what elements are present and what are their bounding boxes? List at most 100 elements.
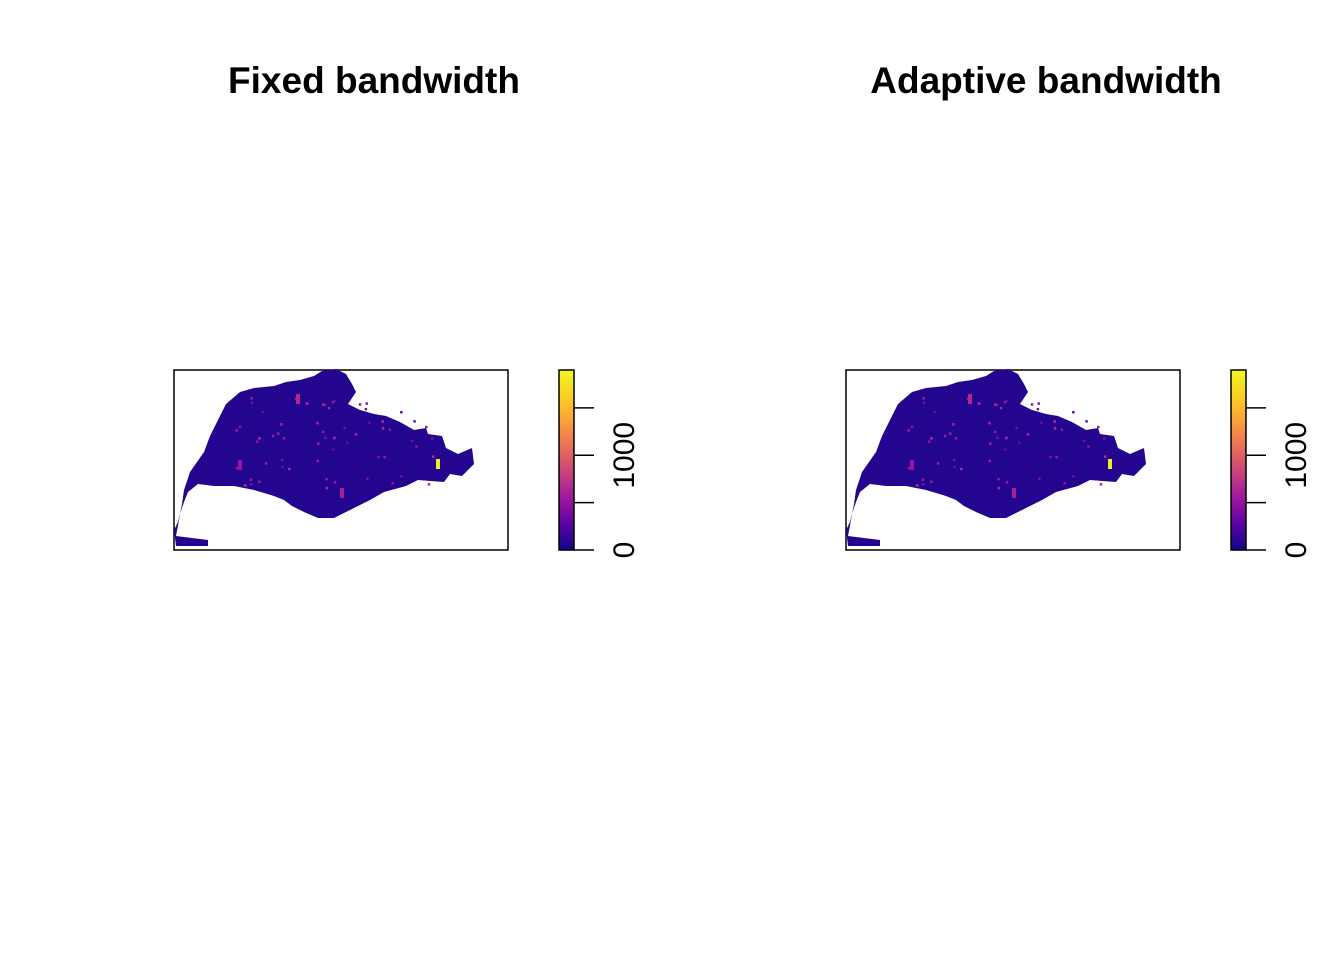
panel-title: Fixed bandwidth bbox=[228, 60, 520, 101]
colorbar-segment bbox=[559, 424, 574, 428]
density-cell bbox=[1097, 425, 1100, 429]
colorbar-segment bbox=[559, 385, 574, 389]
colorbar-segment bbox=[559, 523, 574, 527]
colorbar-segment bbox=[559, 508, 574, 512]
colorbar-segment bbox=[1231, 487, 1246, 491]
density-cell bbox=[346, 441, 349, 444]
colorbar-segment bbox=[559, 403, 574, 407]
density-cell bbox=[425, 425, 428, 429]
density-cell bbox=[255, 440, 259, 443]
colorbar-segment bbox=[559, 394, 574, 398]
colorbar-segment bbox=[1231, 418, 1246, 422]
density-cell bbox=[933, 410, 936, 414]
colorbar-segment bbox=[559, 469, 574, 473]
colorbar-segment bbox=[1231, 532, 1246, 536]
density-cell bbox=[989, 442, 992, 445]
colorbar-segment bbox=[559, 547, 574, 551]
density-cell bbox=[368, 421, 371, 425]
density-cell bbox=[281, 458, 284, 462]
colorbar-segment bbox=[1231, 469, 1246, 473]
colorbar-segment bbox=[1231, 460, 1246, 464]
colorbar-segment bbox=[559, 538, 574, 542]
colorbar-segment bbox=[1231, 376, 1246, 380]
density-cell bbox=[264, 462, 268, 465]
density-cell bbox=[949, 432, 952, 435]
density-cell bbox=[364, 407, 368, 411]
colorbar-segment bbox=[1231, 448, 1246, 452]
hotspot-cell bbox=[296, 394, 300, 404]
density-cell bbox=[235, 466, 239, 470]
raster-map bbox=[845, 369, 1181, 551]
colorbar-segment bbox=[559, 484, 574, 488]
colorbar-segment bbox=[1231, 508, 1246, 512]
density-cell bbox=[316, 459, 319, 463]
colorbar-segment bbox=[1231, 526, 1246, 530]
colorbar-segment bbox=[1231, 484, 1246, 488]
colorbar-segment bbox=[1231, 481, 1246, 485]
density-cell bbox=[280, 423, 283, 426]
colorbar-segment bbox=[559, 442, 574, 446]
density-cell bbox=[333, 436, 336, 440]
density-cell bbox=[1036, 407, 1040, 411]
density-cell bbox=[400, 411, 403, 414]
colorbar-segment bbox=[1231, 544, 1246, 548]
colorbar-tick-label: 0 bbox=[1280, 542, 1313, 559]
density-cell bbox=[321, 430, 325, 434]
colorbar-segment bbox=[559, 400, 574, 404]
density-cell bbox=[261, 410, 264, 414]
density-cell bbox=[1053, 420, 1056, 423]
colorbar-segment bbox=[559, 487, 574, 491]
density-cell bbox=[907, 429, 910, 432]
colorbar-segment bbox=[559, 499, 574, 503]
density-cell bbox=[250, 401, 254, 404]
density-cell bbox=[333, 481, 337, 484]
colorbar-segment bbox=[559, 418, 574, 422]
density-cell bbox=[400, 475, 403, 478]
colorbar-segment bbox=[559, 496, 574, 500]
colorbar-segment bbox=[559, 376, 574, 380]
density-cell bbox=[1026, 433, 1030, 436]
density-cell bbox=[996, 403, 999, 407]
density-cell bbox=[427, 483, 431, 486]
colorbar-segment bbox=[559, 475, 574, 479]
density-cell bbox=[953, 465, 956, 469]
colorbar-segment bbox=[559, 541, 574, 545]
colorbar-segment bbox=[1231, 457, 1246, 461]
colorbar-segment bbox=[1231, 421, 1246, 425]
density-cell bbox=[388, 428, 392, 431]
density-cell bbox=[907, 466, 911, 470]
island-surface bbox=[174, 369, 474, 546]
colorbar-segment bbox=[559, 472, 574, 476]
colorbar-segment bbox=[1231, 415, 1246, 419]
colorbar-segment bbox=[559, 481, 574, 485]
density-cell bbox=[1072, 475, 1075, 478]
colorbar-segment bbox=[1231, 523, 1246, 527]
density-cell bbox=[317, 442, 320, 445]
colorbar-segment bbox=[1231, 445, 1246, 449]
density-cell bbox=[281, 465, 284, 469]
density-cell bbox=[996, 436, 999, 440]
colorbar-segment bbox=[1231, 538, 1246, 542]
density-cell bbox=[383, 455, 386, 459]
density-cell bbox=[1072, 411, 1075, 414]
density-cell bbox=[921, 483, 925, 486]
colorbar-segment bbox=[559, 490, 574, 494]
density-cell bbox=[1103, 437, 1106, 440]
colorbar-segment bbox=[1231, 478, 1246, 482]
colorbar-segment bbox=[1231, 391, 1246, 395]
density-cell bbox=[316, 422, 319, 425]
colorbar-segment bbox=[559, 379, 574, 383]
density-cell bbox=[993, 430, 997, 434]
colorbar-segment bbox=[1231, 394, 1246, 398]
density-cell bbox=[413, 420, 416, 423]
colorbar-segment bbox=[559, 529, 574, 533]
panel-adaptive-bandwidth: Adaptive bandwidth 0 1000 bbox=[845, 60, 1313, 559]
colorbar-segment bbox=[1231, 430, 1246, 434]
density-cell bbox=[249, 483, 253, 486]
colorbar-segment bbox=[1231, 385, 1246, 389]
hotspot-cell bbox=[968, 394, 972, 404]
colorbar-segment bbox=[1231, 373, 1246, 377]
density-surface bbox=[174, 369, 474, 546]
density-cell bbox=[305, 402, 309, 405]
